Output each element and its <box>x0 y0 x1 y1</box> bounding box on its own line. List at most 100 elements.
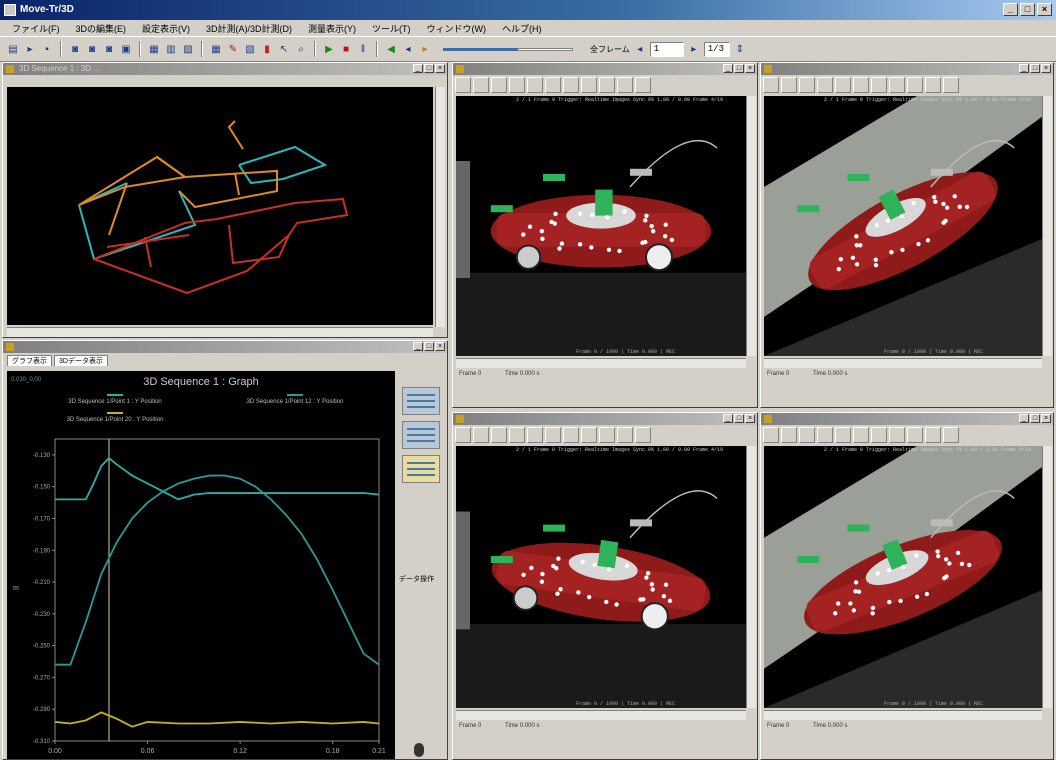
graph-minimize-button[interactable]: _ <box>413 342 423 351</box>
hand-icon[interactable] <box>763 427 779 443</box>
menu-window[interactable]: ウィンドウ(W) <box>426 23 487 34</box>
camera-minimize-button[interactable]: _ <box>1019 64 1029 73</box>
zoom-icon[interactable]: ⌕ <box>298 43 304 55</box>
camera-maximize-button[interactable]: □ <box>734 64 744 73</box>
menu-file[interactable]: ファイル(F) <box>12 23 60 34</box>
series-button-1[interactable] <box>402 387 440 415</box>
stop-icon[interactable]: ■ <box>342 43 350 55</box>
settings-icon[interactable] <box>635 427 651 443</box>
menu-view[interactable]: 設定表示(V) <box>142 23 191 34</box>
view3d-close-button[interactable]: × <box>435 64 445 73</box>
camera-maximize-button[interactable]: □ <box>1030 414 1040 423</box>
zoom-out-icon[interactable] <box>581 77 597 93</box>
fit-icon[interactable] <box>599 77 615 93</box>
camera-view[interactable]: 2 / 1 Frame 0 Trigger: Realtime Images S… <box>764 446 1042 708</box>
lasso-icon[interactable] <box>817 77 833 93</box>
chart-bar-icon[interactable]: ▮ <box>264 43 270 55</box>
settings-icon[interactable] <box>635 77 651 93</box>
grid-icon[interactable] <box>617 427 633 443</box>
pause-icon[interactable]: ‖ <box>360 43 366 55</box>
view3d-vscroll[interactable] <box>435 87 445 327</box>
brush-icon[interactable] <box>799 77 815 93</box>
pointer-icon[interactable]: ↖ <box>279 43 289 55</box>
camera-vscroll[interactable] <box>746 96 756 356</box>
zoom-in-icon[interactable] <box>871 77 887 93</box>
grid-icon[interactable] <box>925 427 941 443</box>
fit-icon[interactable] <box>907 427 923 443</box>
brush-icon[interactable] <box>491 427 507 443</box>
zoom-out-icon[interactable] <box>889 427 905 443</box>
grab-icon[interactable] <box>781 427 797 443</box>
camera-hscroll[interactable] <box>764 710 1042 720</box>
eraser-icon[interactable] <box>835 77 851 93</box>
frame-prev-icon[interactable]: ◂ <box>637 43 643 55</box>
edit-icon[interactable]: ✎ <box>228 43 238 55</box>
camera2-icon[interactable]: ◙ <box>88 43 96 55</box>
camera-hscroll[interactable] <box>764 358 1042 368</box>
view3d-hscroll[interactable] <box>7 327 433 337</box>
fit-icon[interactable] <box>907 77 923 93</box>
mask-icon[interactable] <box>853 77 869 93</box>
rewind-icon[interactable]: ◀ <box>387 43 395 55</box>
settings-icon[interactable] <box>943 77 959 93</box>
grab-icon[interactable] <box>473 77 489 93</box>
eraser-icon[interactable] <box>527 427 543 443</box>
camera-close-button[interactable]: × <box>1041 414 1051 423</box>
menu-edit[interactable]: 3Dの編集(E) <box>75 23 127 34</box>
settings-icon[interactable] <box>943 427 959 443</box>
camera-close-button[interactable]: × <box>745 64 755 73</box>
mask-icon[interactable] <box>545 427 561 443</box>
zoom-out-icon[interactable] <box>581 427 597 443</box>
lasso-icon[interactable] <box>509 77 525 93</box>
series-button-3[interactable] <box>402 455 440 483</box>
tab-graph[interactable]: グラフ表示 <box>7 355 52 366</box>
open-icon[interactable]: ▸ <box>27 43 33 55</box>
close-button[interactable]: × <box>1037 3 1052 16</box>
zoom-out-icon[interactable] <box>889 77 905 93</box>
grab-icon[interactable] <box>781 77 797 93</box>
step-forward-icon[interactable]: ▸ <box>422 43 428 55</box>
camera-maximize-button[interactable]: □ <box>734 414 744 423</box>
maximize-button[interactable]: □ <box>1020 3 1035 16</box>
graph-close-button[interactable]: × <box>435 342 445 351</box>
menu-tools[interactable]: ツール(T) <box>372 23 411 34</box>
step-back-icon[interactable]: ◂ <box>405 43 411 55</box>
menu-help[interactable]: ヘルプ(H) <box>502 23 542 34</box>
frame-next-icon[interactable]: ▸ <box>691 43 697 55</box>
fit-icon[interactable] <box>599 427 615 443</box>
minimize-button[interactable]: _ <box>1003 3 1018 16</box>
play-icon[interactable]: ▶ <box>325 43 333 55</box>
mask-icon[interactable] <box>853 427 869 443</box>
print-icon[interactable]: ▥ <box>166 43 176 55</box>
frame-input[interactable]: 1 <box>649 41 684 57</box>
wireframe-canvas[interactable] <box>7 87 433 325</box>
tab-3d-data[interactable]: 3Dデータ表示 <box>54 355 108 366</box>
series-button-2[interactable] <box>402 421 440 449</box>
graph-maximize-button[interactable]: □ <box>424 342 434 351</box>
camera-close-button[interactable]: × <box>745 414 755 423</box>
lasso-icon[interactable] <box>817 427 833 443</box>
zoom-in-icon[interactable] <box>563 77 579 93</box>
hand-icon[interactable] <box>763 77 779 93</box>
hand-icon[interactable] <box>455 427 471 443</box>
camera-close-button[interactable]: × <box>1041 64 1051 73</box>
new-icon[interactable]: ▤ <box>8 43 18 55</box>
table-icon[interactable]: ▦ <box>211 43 221 55</box>
chart-icon[interactable]: ▨ <box>183 43 193 55</box>
grid-icon[interactable]: ▦ <box>149 43 159 55</box>
camera-minimize-button[interactable]: _ <box>723 64 733 73</box>
camera-view[interactable]: 2 / 1 Frame 0 Trigger: Realtime Images S… <box>764 96 1042 356</box>
zoom-in-icon[interactable] <box>871 427 887 443</box>
eraser-icon[interactable] <box>835 427 851 443</box>
graph-chart[interactable]: 0.030_0.00 3D Sequence 1 : Graph 3D Sequen… <box>7 371 395 759</box>
grid-icon[interactable] <box>925 77 941 93</box>
grab-icon[interactable] <box>473 427 489 443</box>
brush-icon[interactable] <box>799 427 815 443</box>
menu-display[interactable]: 測量表示(Y) <box>308 23 357 34</box>
menu-measure[interactable]: 3D計測(A)/3D計測(D) <box>206 23 293 34</box>
total-frames-field[interactable]: 1/3 <box>703 41 730 57</box>
save-icon[interactable]: ▪ <box>45 43 49 55</box>
camera-minimize-button[interactable]: _ <box>1019 414 1029 423</box>
timeline-slider[interactable] <box>443 41 573 57</box>
hand-icon[interactable] <box>455 77 471 93</box>
